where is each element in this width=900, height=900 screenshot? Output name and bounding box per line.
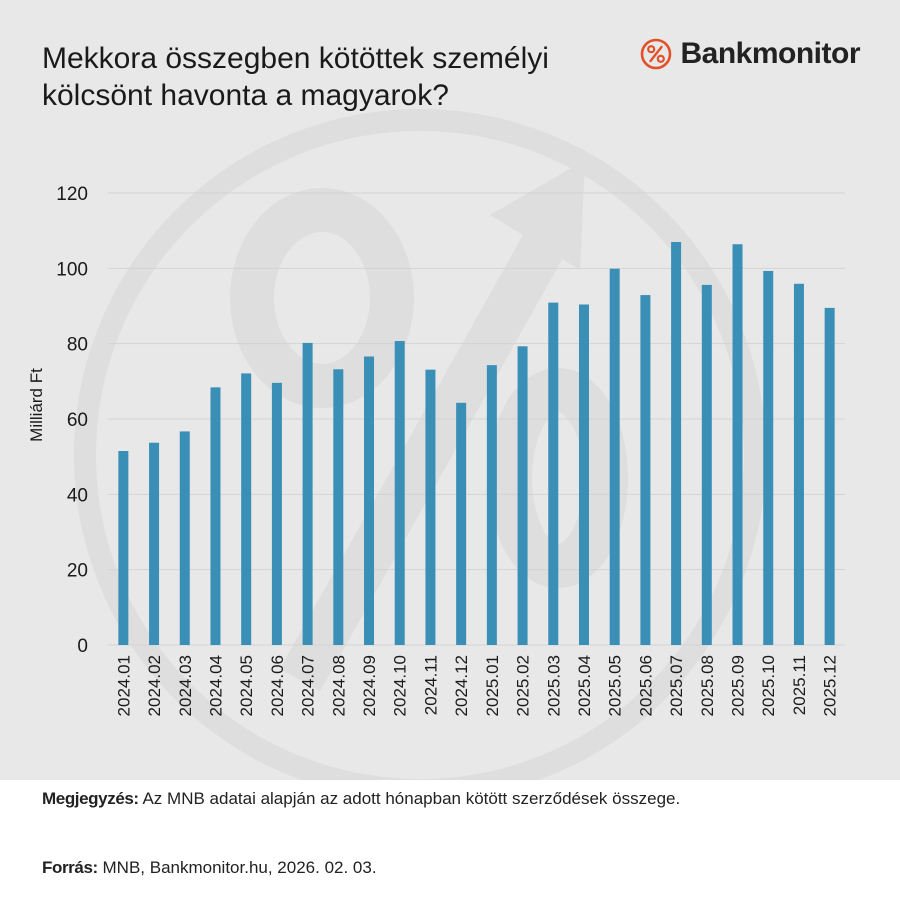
x-tick-label: 2025.06 (636, 655, 655, 716)
bar (578, 304, 589, 645)
y-tick-label: 120 (56, 184, 88, 205)
x-tick-label: 2024.01 (114, 655, 133, 716)
y-tick-label: 80 (67, 335, 88, 356)
x-tick-label: 2024.07 (299, 655, 318, 716)
bar (609, 268, 620, 645)
x-tick-label: 2024.10 (391, 655, 410, 716)
brand-logo: Bankmonitor (640, 36, 860, 72)
note-label: Megjegyzés: (42, 789, 139, 808)
chart-panel: Mekkora összegben kötöttek személyi kölc… (0, 0, 900, 780)
x-tick-label: 2024.06 (268, 655, 287, 716)
y-axis-label: Milliárd Ft (27, 368, 46, 442)
y-tick-label: 100 (56, 259, 88, 280)
bar (732, 244, 743, 645)
note-text: Az MNB adatai alapján az adott hónapban … (138, 789, 681, 808)
bar (517, 346, 528, 645)
bar (149, 442, 160, 645)
bar (271, 382, 282, 645)
x-tick-label: 2024.03 (176, 655, 195, 716)
x-tick-label: 2024.12 (452, 655, 471, 716)
bar-chart: 0 20 40 60 80 100 120 Milliárd Ft 2024.01 2024.02… (27, 184, 845, 716)
bar (179, 431, 190, 645)
y-tick-label: 60 (67, 410, 88, 431)
bar (302, 342, 313, 645)
x-tick-label: 2024.08 (329, 655, 348, 716)
bar (118, 451, 129, 645)
x-tick-label: 2025.11 (790, 655, 809, 715)
bar (793, 283, 804, 645)
chart-source: Forrás: MNB, Bankmonitor.hu, 2026. 02. 0… (42, 858, 377, 878)
brand-name: Bankmonitor (680, 37, 860, 70)
y-tick-label: 0 (77, 636, 88, 657)
x-tick-label: 2025.04 (575, 655, 594, 716)
bar (241, 373, 252, 645)
x-tick-label: 2024.02 (145, 655, 164, 716)
y-tick-label: 40 (67, 485, 88, 506)
bar (824, 307, 835, 645)
percent-circle-icon (641, 38, 672, 70)
x-tick-label: 2025.12 (821, 655, 840, 716)
x-tick-label: 2024.04 (206, 655, 225, 716)
y-tick-label: 20 (67, 561, 88, 582)
chart-title: Mekkora összegben kötöttek személyi kölc… (42, 42, 549, 112)
bar (701, 284, 712, 645)
x-tick-label: 2025.02 (514, 655, 533, 716)
bar (333, 369, 344, 645)
bar (425, 369, 436, 645)
x-tick-label: 2025.05 (606, 655, 625, 716)
x-tick-label: 2025.10 (759, 655, 778, 716)
x-tick-label: 2024.05 (237, 655, 256, 716)
x-tick-label: 2025.08 (698, 655, 717, 716)
bar (640, 295, 651, 645)
bar (548, 302, 559, 645)
chart-note: Megjegyzés: Az MNB adatai alapján az ado… (42, 789, 680, 809)
source-label: Forrás: (42, 858, 98, 877)
x-tick-label: 2024.09 (360, 655, 379, 716)
x-tick-label: 2025.01 (483, 655, 502, 716)
x-tick-label: 2025.09 (729, 655, 748, 716)
x-tick-label: 2024.11 (421, 655, 440, 715)
bar (763, 270, 774, 645)
x-tick-label: 2025.07 (667, 655, 686, 716)
bar (486, 365, 497, 645)
bar (394, 341, 405, 645)
source-text: MNB, Bankmonitor.hu, 2026. 02. 03. (97, 858, 377, 877)
x-tick-label: 2025.03 (544, 655, 563, 716)
bar (456, 402, 467, 645)
bar (364, 356, 375, 645)
bar (671, 241, 682, 645)
bar (210, 387, 221, 645)
